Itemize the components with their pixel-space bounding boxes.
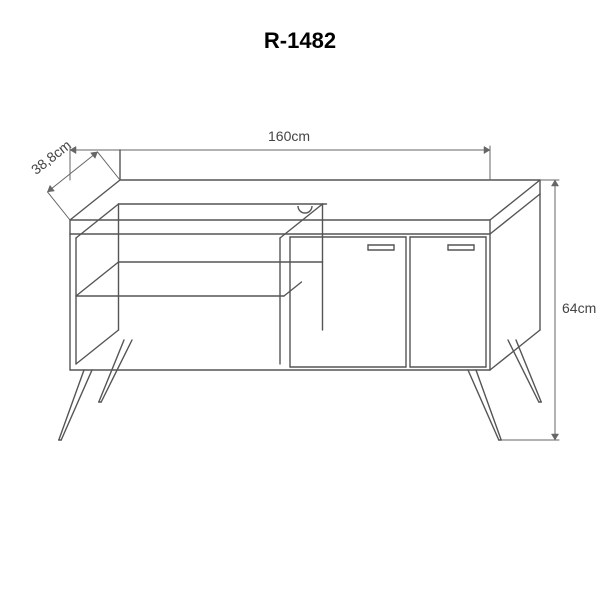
furniture-line-drawing	[0, 0, 600, 600]
diagram-canvas: R-1482 160cm 38,8cm 64cm	[0, 0, 600, 600]
